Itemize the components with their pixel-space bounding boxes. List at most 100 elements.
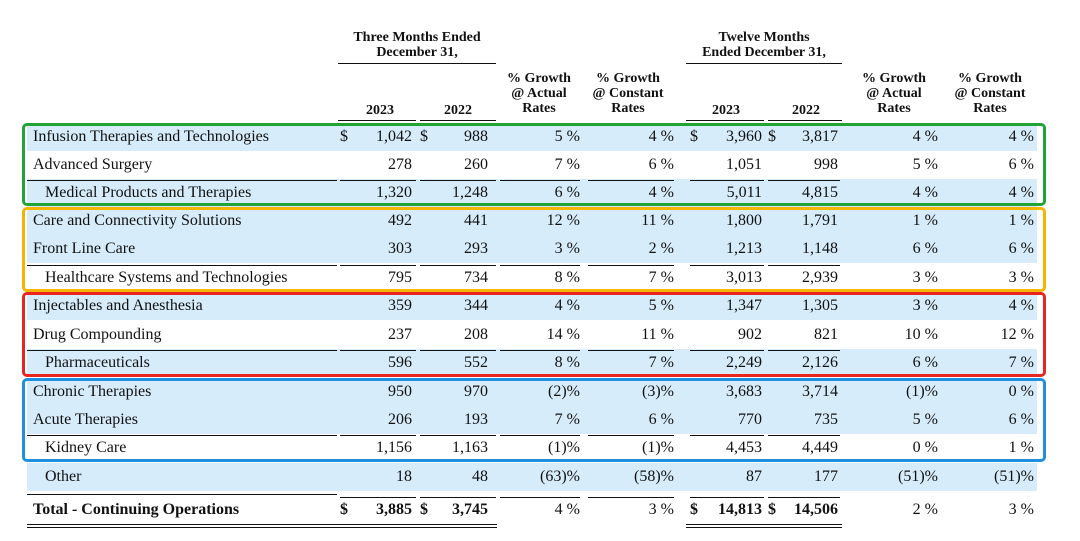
cell-y23: 770 [738,411,762,428]
cell-q23: 596 [388,354,412,371]
cell-q23: 3,885 [376,501,412,518]
cell-qa: 7 % [554,156,580,173]
cell-y23: 1,800 [726,212,762,229]
subtotal-rule [768,497,840,498]
cell-y23: 3,960 [726,128,762,145]
cell-qa: (63)% [540,468,580,485]
cell-ya: 2 % [912,501,938,518]
cell-ya: 1 % [912,212,938,229]
cell-qa: 4 % [554,501,580,518]
three-months-underline [338,63,496,64]
cell-qc: (1)% [642,439,674,456]
cell-y22: 4,449 [802,439,838,456]
cell-y22: 3,714 [802,383,838,400]
subtotal-rule [500,180,580,181]
cell-qc: 4 % [648,184,674,201]
cell-y23: 2,249 [726,354,762,371]
cell-q23: 18 [396,468,412,485]
cell-y23: 14,813 [718,501,762,518]
q-2022-underline [420,120,496,121]
subtotal-rule [420,350,496,351]
cell-y22: 14,506 [794,501,838,518]
cell-yc: 3 % [1008,269,1034,286]
subtotal-rule [420,435,496,436]
cell-qa: 14 % [546,326,580,343]
cell-q22: 3,745 [452,501,488,518]
cell-ya: 5 % [912,156,938,173]
cell-q22: 344 [464,297,488,314]
cell-yc: 3 % [1008,501,1034,518]
row-label: Injectables and Anesthesia [33,297,203,314]
cell-y22: 2,939 [802,269,838,286]
cell-q22: 1,248 [452,184,488,201]
cell-y23: 3,013 [726,269,762,286]
cell-y23: 1,213 [726,240,762,257]
cell-y23: 3,683 [726,383,762,400]
subtotal-rule [420,497,496,498]
cell-y22: 1,305 [802,297,838,314]
y-2022-underline [768,120,842,121]
table-row: Care and Connectivity Solutions 492 441 12 … [27,207,1037,235]
table-row: Chronic Therapies 950 970 (2)% (3)% 3,683 3,71… [27,378,1037,406]
cell-yc: 7 % [1008,354,1034,371]
cell-ya: 4 % [912,128,938,145]
cell-y22: 3,817 [802,128,838,145]
cell-yc: 4 % [1008,128,1034,145]
cell-ya: 3 % [912,269,938,286]
cell-qa: 8 % [554,269,580,286]
cell-qa: 6 % [554,184,580,201]
table-row: Injectables and Anesthesia 359 344 4 % 5 % 1,… [27,292,1037,320]
table-row: Other 18 48 (63)% (58)% 87 177 (51)% (51)% [27,463,1037,491]
cell-y23: 902 [738,326,762,343]
q-2023-underline [338,120,416,121]
row-label: Total - Continuing Operations [33,501,240,518]
cell-qa: 5 % [554,128,580,145]
cell-ya: 3 % [912,297,938,314]
row-label: Advanced Surgery [33,156,153,173]
cell-ya: 10 % [904,326,938,343]
cell-qc: 7 % [648,354,674,371]
cell-q23: 206 [388,411,412,428]
cell-yc: 0 % [1008,383,1034,400]
table-row: Front Line Care 303 293 3 % 2 % 1,213 1,148 6 %… [27,235,1037,263]
subtotal-rule [690,350,764,351]
cell-yc: 6 % [1008,411,1034,428]
subtotal-rule [340,265,416,266]
twelve-months-underline [686,63,842,64]
cell-ya: 5 % [912,411,938,428]
cell-y23: 1,347 [726,297,762,314]
q-actual-header: % Growth @ Actual Rates [507,71,571,116]
subtotal-rule [690,180,764,181]
cell-q23: 1,042 [376,128,412,145]
cell-y23: 5,011 [726,184,762,201]
y-2023-header: 2023 [712,103,740,118]
cell-y23: 4,453 [726,439,762,456]
q-constant-header: % Growth @ Constant Rates [592,71,664,116]
cell-y23: 87 [746,468,762,485]
cell-q23: 950 [388,383,412,400]
cell-yc: 1 % [1008,439,1034,456]
cell-q23: 278 [388,156,412,173]
table-row: Infusion Therapies and Technologies $ $ $ $1… [27,123,1037,151]
q-2023-header: 2023 [366,103,394,118]
cell-q23: 795 [388,269,412,286]
row-label: Care and Connectivity Solutions [33,212,242,229]
table-row: Healthcare Systems and Technologies 795 73… [27,264,1037,292]
total-double-rule [27,524,497,528]
cell-yc: 4 % [1008,297,1034,314]
table-row: Total - Continuing Operations $ $ $ $3,885 3,… [27,496,1037,524]
cell-q22: 208 [464,326,488,343]
table-row: Kidney Care 1,156 1,163 (1)% (1)% 4,453 4,449 0… [27,434,1037,462]
cell-qc: 11 % [641,212,674,229]
subtotal-rule [768,180,840,181]
subtotal-rule [340,350,416,351]
cell-qc: 3 % [648,501,674,518]
cell-qa: 12 % [546,212,580,229]
row-label: Front Line Care [33,240,136,257]
cell-qc: (58)% [634,468,674,485]
row-label: Pharmaceuticals [45,354,150,371]
subtotal-rule [340,180,416,181]
y-constant-header: % Growth @ Constant Rates [954,71,1026,116]
cell-q22: 48 [472,468,488,485]
cell-q22: 970 [464,383,488,400]
